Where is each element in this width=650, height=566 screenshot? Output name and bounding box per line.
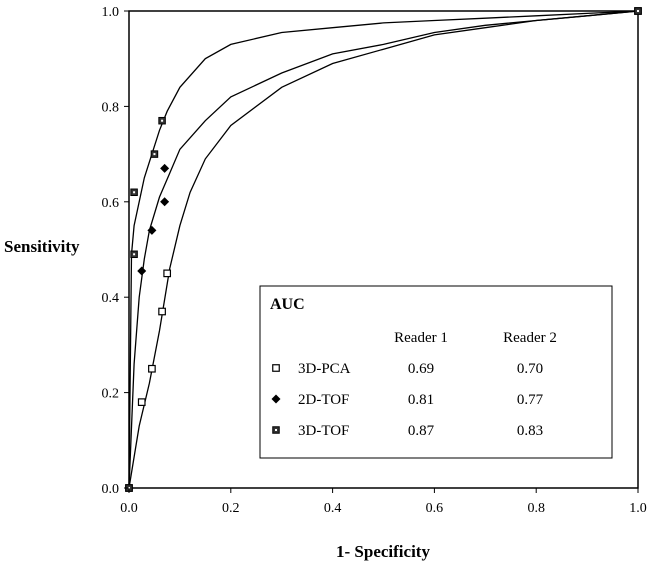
y-axis-ticks: 0.0 0.2 0.4 0.6 0.8 1.0 xyxy=(102,5,129,497)
marker-3d-pca-2 xyxy=(148,364,156,373)
legend-marker-3d-tof-dot xyxy=(275,429,277,431)
legend-col-header-reader1: Reader 1 xyxy=(394,330,448,346)
legend-auc-reader1: 0.81 xyxy=(408,392,434,408)
marker-3d-tof-3-dot xyxy=(153,153,156,156)
plot-frame xyxy=(128,10,639,489)
y-tick-label: 1.0 xyxy=(102,5,120,20)
legend-col-header-reader2: Reader 2 xyxy=(503,330,557,346)
x-tick-label: 0.4 xyxy=(324,501,342,516)
y-tick-label: 0.4 xyxy=(102,291,120,306)
x-axis-ticks: 0.0 0.2 0.4 0.6 0.8 1.0 xyxy=(120,488,647,516)
y-tick-label: 0.2 xyxy=(102,387,120,402)
marker-2d-tof-0 xyxy=(137,266,147,276)
marker-2d-tof-1 xyxy=(147,225,157,235)
roc-curve-2d-tof xyxy=(128,10,639,489)
marker-3d-tof-5 xyxy=(634,7,642,15)
x-tick-label: 1.0 xyxy=(629,501,647,516)
y-axis-title: Sensitivity xyxy=(4,237,80,256)
marker-3d-tof-1 xyxy=(130,250,138,259)
marker-3d-tof-5-dot xyxy=(637,10,639,12)
legend-series-name: 3D-PCA xyxy=(298,361,351,377)
legend-marker-3d-tof xyxy=(272,426,280,434)
legend-row-3d-tof: 3D-TOF 0.87 0.83 xyxy=(272,423,543,439)
x-tick-label: 0.6 xyxy=(426,501,444,516)
marker-3d-tof-2-dot xyxy=(133,191,136,194)
x-axis-title: 1- Specificity xyxy=(336,542,430,561)
legend-marker-3d-pca xyxy=(272,364,280,372)
marker-3d-tof-2 xyxy=(130,188,138,197)
legend-title: AUC xyxy=(270,296,305,313)
marker-3d-tof-4-dot xyxy=(161,119,164,122)
marker-2d-tof-2 xyxy=(160,197,170,207)
marker-3d-tof-3 xyxy=(150,150,159,158)
legend: AUC Reader 1 Reader 2 3D-PCA 0.69 0.70 2D-T… xyxy=(259,285,613,459)
legend-rows: 3D-PCA 0.69 0.70 2D-TOF 0.81 0.77 3D-TOF 0.87 0.… xyxy=(271,361,544,439)
y-tick-label: 0.8 xyxy=(102,100,120,115)
legend-auc-reader1: 0.69 xyxy=(408,361,434,377)
marker-3d-pca-4 xyxy=(163,269,172,278)
marker-3d-tof-1-dot xyxy=(133,253,136,256)
legend-row-2d-tof: 2D-TOF 0.81 0.77 xyxy=(271,392,544,408)
legend-auc-reader2: 0.77 xyxy=(517,392,544,408)
legend-row-3d-pca: 3D-PCA 0.69 0.70 xyxy=(272,361,543,377)
legend-series-name: 2D-TOF xyxy=(298,392,349,408)
marker-2d-tof-3 xyxy=(160,163,170,173)
legend-auc-reader2: 0.70 xyxy=(517,361,543,377)
legend-marker-2d-tof xyxy=(271,394,281,404)
x-tick-label: 0.0 xyxy=(120,501,138,516)
marker-3d-pca-3 xyxy=(158,307,166,316)
roc-curve-3d-tof xyxy=(128,10,639,489)
legend-series-name: 3D-TOF xyxy=(298,423,349,439)
roc-curve-3d-pca xyxy=(128,10,639,489)
legend-auc-reader2: 0.83 xyxy=(517,423,543,439)
x-tick-label: 0.8 xyxy=(527,501,545,516)
marker-3d-pca-1 xyxy=(137,398,146,406)
legend-box xyxy=(259,285,613,459)
legend-auc-reader1: 0.87 xyxy=(408,423,435,439)
y-tick-label: 0.0 xyxy=(102,482,120,497)
roc-curves xyxy=(128,10,639,489)
y-tick-label: 0.6 xyxy=(102,196,120,211)
x-tick-label: 0.2 xyxy=(222,501,240,516)
marker-3d-tof-4 xyxy=(158,116,166,125)
